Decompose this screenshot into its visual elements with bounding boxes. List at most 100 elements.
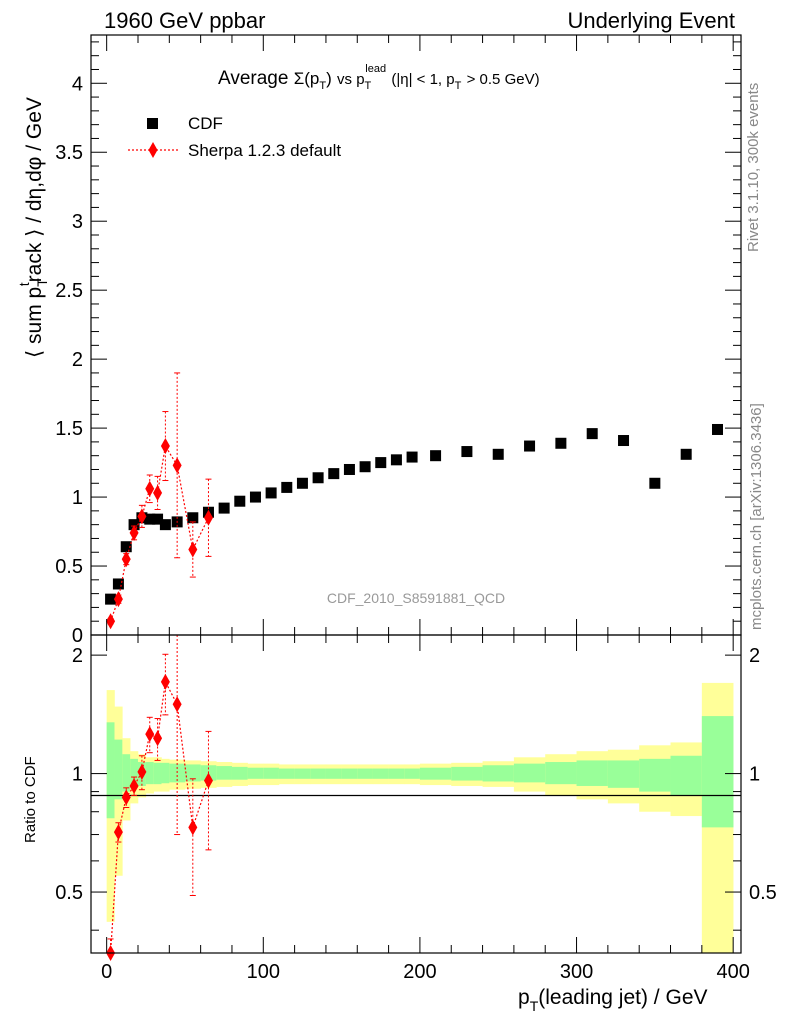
inner-uncertainty-band — [482, 765, 515, 782]
ratio-point — [121, 789, 131, 806]
cdf-point — [187, 512, 199, 524]
upper-y-tick-label: 0.5 — [55, 556, 83, 578]
sherpa-point — [129, 524, 139, 541]
ratio-point — [188, 819, 198, 836]
x-tick-label: 0 — [101, 961, 112, 983]
legend-cdf-label: CDF — [188, 114, 223, 133]
sherpa-point — [121, 551, 131, 568]
header-right: Underlying Event — [567, 8, 735, 33]
inner-uncertainty-band — [231, 766, 248, 780]
mcplots-label: mcplots.cern.ch [arXiv:1306.3436] — [748, 403, 765, 630]
inner-uncertainty-band — [161, 762, 170, 784]
inner-uncertainty-band — [278, 768, 295, 779]
legend-cdf-marker — [147, 118, 158, 129]
inner-uncertainty-band — [404, 768, 421, 779]
sherpa-point — [160, 438, 170, 455]
upper-panel-ticks: 0 0.5 1 1.5 2 2.5 3 3.5 4 — [55, 35, 741, 647]
inner-uncertainty-band — [419, 767, 452, 780]
inner-uncertainty-band — [216, 766, 233, 780]
ratio-point — [153, 730, 163, 747]
cdf-point — [492, 448, 504, 460]
inner-uncertainty-band — [130, 758, 139, 788]
cdf-point — [218, 502, 230, 514]
upper-y-tick-label: 1 — [72, 487, 83, 509]
cdf-point — [249, 491, 261, 503]
lower-panel-data — [106, 634, 213, 961]
inner-uncertainty-band — [153, 762, 162, 785]
inner-uncertainty-band — [114, 739, 123, 800]
legend-sherpa-label: Sherpa 1.2.3 default — [188, 141, 342, 160]
upper-y-tick-label: 2.5 — [55, 280, 83, 302]
ratio-point — [145, 726, 155, 743]
cdf-point — [618, 435, 630, 447]
inner-uncertainty-band — [388, 768, 405, 779]
lower-y-tick-label-left: 1 — [72, 764, 83, 786]
inner-uncertainty-band — [184, 764, 201, 782]
lower-y-tick-label-right: 0.5 — [749, 882, 777, 904]
cdf-point — [152, 513, 164, 525]
inner-uncertainty-band — [372, 768, 389, 779]
ratio-point — [113, 824, 123, 841]
upper-y-tick-label: 3.5 — [55, 142, 83, 164]
sherpa-point — [137, 508, 147, 525]
ratio-point — [137, 763, 147, 780]
cdf-point — [281, 481, 293, 493]
inner-uncertainty-band — [145, 762, 154, 785]
sherpa-point — [172, 457, 182, 474]
cdf-point — [680, 448, 692, 460]
cdf-point — [144, 513, 156, 525]
cdf-point — [128, 519, 140, 531]
x-tick-label: 300 — [560, 961, 593, 983]
inner-uncertainty-band — [545, 762, 577, 785]
sherpa-point — [106, 613, 116, 630]
inner-uncertainty-band — [357, 768, 374, 779]
lower-panel-frame — [90, 634, 742, 954]
ratio-bands — [106, 682, 734, 953]
cdf-point — [406, 451, 418, 463]
lower-y-tick-label-left: 2 — [72, 645, 83, 667]
inner-uncertainty-band — [310, 768, 327, 779]
cdf-point — [524, 440, 536, 452]
cdf-point — [265, 487, 277, 499]
chart-title: Average Σ(pT) vs pTlead (|η| < 1, pT > 0… — [218, 56, 540, 94]
cdf-point — [649, 477, 661, 489]
x-tick-label: 100 — [247, 961, 280, 983]
sherpa-line — [110, 444, 210, 622]
inner-uncertainty-band — [247, 767, 264, 779]
inner-uncertainty-band — [639, 758, 671, 792]
sherpa-point — [203, 509, 213, 526]
inner-uncertainty-band — [294, 768, 311, 779]
ratio-point — [160, 673, 170, 690]
ratio-point — [203, 772, 213, 789]
cdf-point — [586, 428, 598, 440]
rivet-version-label: Rivet 3.1.10, 300k events — [745, 82, 762, 252]
cdf-point — [359, 461, 371, 473]
inner-uncertainty-band — [701, 716, 734, 828]
x-tick-label: 200 — [403, 961, 436, 983]
upper-y-tick-label: 2 — [72, 349, 83, 371]
analysis-watermark: CDF_2010_S8591881_QCD — [327, 590, 505, 606]
inner-uncertainty-band — [451, 766, 483, 781]
upper-panel-data — [105, 372, 724, 630]
lower-y-tick-label-right: 1 — [749, 764, 760, 786]
inner-uncertainty-band — [122, 754, 131, 792]
cdf-point — [105, 593, 117, 605]
lower-panel-ticks: 0.5 0.5 1 1 2 2 0 100 200 300 400 — [55, 635, 777, 983]
inner-uncertainty-band — [670, 755, 703, 796]
cdf-point — [120, 541, 132, 553]
inner-uncertainty-band — [576, 760, 609, 786]
sherpa-point — [113, 591, 123, 608]
inner-uncertainty-band — [325, 768, 342, 779]
upper-y-tick-label: 1.5 — [55, 418, 83, 440]
cdf-point — [555, 437, 567, 449]
cdf-point — [328, 468, 340, 480]
cdf-point — [461, 446, 473, 458]
sherpa-point — [153, 484, 163, 501]
upper-y-tick-label: 4 — [72, 73, 83, 95]
ratio-point — [129, 777, 139, 794]
sherpa-point — [188, 541, 198, 558]
cdf-point — [296, 477, 308, 489]
x-tick-label: 400 — [716, 961, 749, 983]
inner-uncertainty-band — [513, 763, 546, 783]
